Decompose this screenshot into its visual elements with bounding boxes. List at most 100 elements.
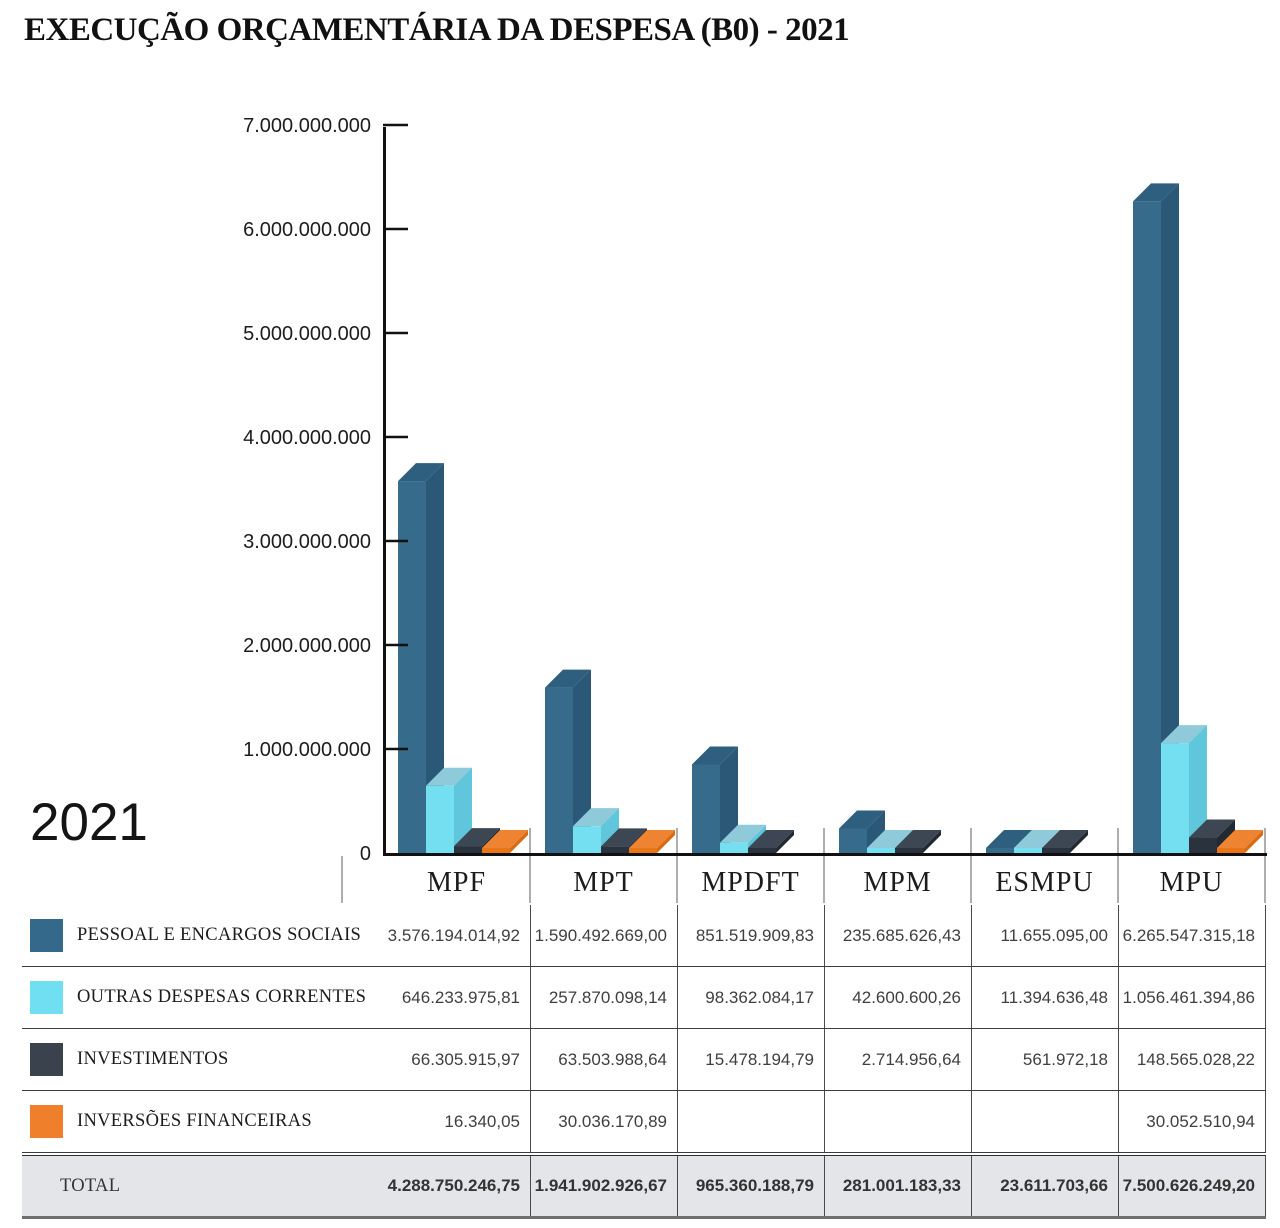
y-tick-label: 2.000.000.000 <box>243 635 371 657</box>
bar-side-0-MPT <box>573 669 591 853</box>
bar-top-3-MPF <box>482 830 528 848</box>
bar-side-0-MPF <box>426 463 444 853</box>
bar-top-0-MPU <box>1133 183 1179 202</box>
bar-side-1-MPU <box>1189 725 1207 853</box>
bar-top-2-MPT <box>601 828 647 847</box>
bar-0-MPDFT <box>692 764 720 853</box>
bar-side-2-MPM <box>923 830 941 853</box>
bar-side-2-ESMPU <box>1070 830 1088 853</box>
bar-2-MPM <box>895 848 923 853</box>
bar-top-0-MPF <box>398 463 444 482</box>
bar-2-MPDFT <box>748 848 776 853</box>
bar-0-MPF <box>398 481 426 853</box>
value-cell: 3.576.194.014,92 <box>387 925 520 945</box>
value-cell: 30.036.170,89 <box>530 1091 677 1152</box>
category-label-MPT: MPT <box>573 867 634 898</box>
bar-1-MPM <box>867 848 895 853</box>
legend-label: PESSOAL E ENCARGOS SOCIAIS <box>77 925 362 945</box>
bar-top-2-MPDFT <box>748 830 794 848</box>
y-tick-label: 1.000.000.000 <box>243 739 371 761</box>
row-label-cell: OUTRAS DESPESAS CORRENTES <box>22 967 383 1028</box>
bar-side-1-MPF <box>454 767 472 853</box>
bar-1-ESMPU <box>1014 848 1042 853</box>
bar-top-2-ESMPU <box>1042 830 1088 848</box>
expense-table: PESSOAL E ENCARGOS SOCIAIS 3.576.194.014,… <box>22 905 1266 1219</box>
bar-top-1-ESMPU <box>1014 830 1060 848</box>
bar-1-MPDFT <box>720 842 748 853</box>
table-row: INVESTIMENTOS 66.305.915,97 63.503.988,64 1… <box>22 1029 1266 1091</box>
value-cell: 15.478.194,79 <box>677 1029 824 1090</box>
value-cell: 66.305.915,97 <box>411 1049 520 1069</box>
bar-0-ESMPU <box>986 848 1014 853</box>
bar-1-MPT <box>573 826 601 853</box>
category-label-MPU: MPU <box>1160 867 1224 898</box>
row-label-cell: INVERSÕES FINANCEIRAS <box>22 1091 383 1152</box>
bar-side-0-MPM <box>867 810 885 853</box>
value-cell: 1.941.902.926,67 <box>530 1156 677 1216</box>
legend-swatch <box>30 981 63 1014</box>
bar-side-2-MPDFT <box>776 830 794 853</box>
value-cell: 16.340,05 <box>444 1111 520 1131</box>
bar-3-MPT <box>629 848 657 853</box>
value-cell: 1.590.492.669,00 <box>530 905 677 966</box>
row-label-cell: TOTAL <box>22 1156 383 1216</box>
row-label-cell: INVESTIMENTOS <box>22 1029 383 1090</box>
bar-chart: 0 1.000.000.000 2.000.000.000 3.000.000.000… <box>243 115 1267 903</box>
legend-swatch <box>30 1105 63 1138</box>
value-cell: 63.503.988,64 <box>530 1029 677 1090</box>
bar-0-MPU <box>1133 201 1161 854</box>
bar-top-2-MPF <box>454 828 500 847</box>
category-label-MPF: MPF <box>427 867 486 898</box>
value-cell: 646.233.975,81 <box>401 987 520 1007</box>
y-tick-label: 7.000.000.000 <box>243 115 371 137</box>
table-row: INVERSÕES FINANCEIRAS 16.340,05 30.036.170… <box>22 1091 1266 1153</box>
bar-top-0-MPT <box>545 669 591 688</box>
bar-3-MPF <box>482 848 510 853</box>
table-row: PESSOAL E ENCARGOS SOCIAIS 3.576.194.014,… <box>22 905 1266 967</box>
table-row-total: TOTAL 4.288.750.246,75 1.941.902.926,67 965… <box>22 1155 1266 1219</box>
value-cell: 2.714.956,64 <box>824 1029 971 1090</box>
legend-label: INVESTIMENTOS <box>77 1049 229 1069</box>
bar-top-0-ESMPU <box>986 830 1032 848</box>
bar-side-0-MPDFT <box>720 746 738 853</box>
legend-swatch <box>30 919 63 952</box>
bar-top-1-MPDFT <box>720 824 766 843</box>
y-tick-label: 3.000.000.000 <box>243 531 371 553</box>
bar-2-MPU <box>1189 837 1217 853</box>
value-cell: 1.056.461.394,86 <box>1118 967 1266 1028</box>
value-cell: 11.655.095,00 <box>971 905 1118 966</box>
bar-side-1-MPT <box>601 808 619 853</box>
bar-0-MPM <box>839 828 867 853</box>
value-cell <box>971 1091 1118 1152</box>
bar-3-MPU <box>1217 848 1245 853</box>
bar-side-0-MPU <box>1161 183 1179 854</box>
bar-1-MPF <box>426 785 454 853</box>
value-cell: 42.600.600,26 <box>824 967 971 1028</box>
bar-side-3-MPT <box>657 830 675 853</box>
bar-top-2-MPM <box>895 830 941 848</box>
y-tick-label: 6.000.000.000 <box>243 219 371 241</box>
bar-top-3-MPT <box>629 830 675 848</box>
legend-swatch <box>30 1043 63 1076</box>
bar-top-1-MPM <box>867 830 913 848</box>
bar-side-3-MPF <box>510 830 528 853</box>
category-label-MPM: MPM <box>863 867 931 898</box>
category-label-MPDFT: MPDFT <box>701 867 799 898</box>
y-tick-label: 0 <box>360 843 371 865</box>
value-cell <box>677 1091 824 1152</box>
value-cell: 235.685.626,43 <box>824 905 971 966</box>
bar-0-MPT <box>545 687 573 853</box>
value-cell <box>824 1091 971 1152</box>
table-row: OUTRAS DESPESAS CORRENTES 646.233.975,81 2… <box>22 967 1266 1029</box>
value-cell: 851.519.909,83 <box>677 905 824 966</box>
bar-top-1-MPT <box>573 808 619 827</box>
bar-1-MPU <box>1161 743 1189 853</box>
year-label: 2021 <box>30 793 148 852</box>
value-cell: 23.611.703,66 <box>971 1156 1118 1216</box>
legend-label: TOTAL <box>60 1175 121 1196</box>
value-cell: 30.052.510,94 <box>1118 1091 1266 1152</box>
category-label-ESMPU: ESMPU <box>995 867 1093 898</box>
value-cell: 965.360.188,79 <box>677 1156 824 1216</box>
bar-2-MPF <box>454 846 482 853</box>
